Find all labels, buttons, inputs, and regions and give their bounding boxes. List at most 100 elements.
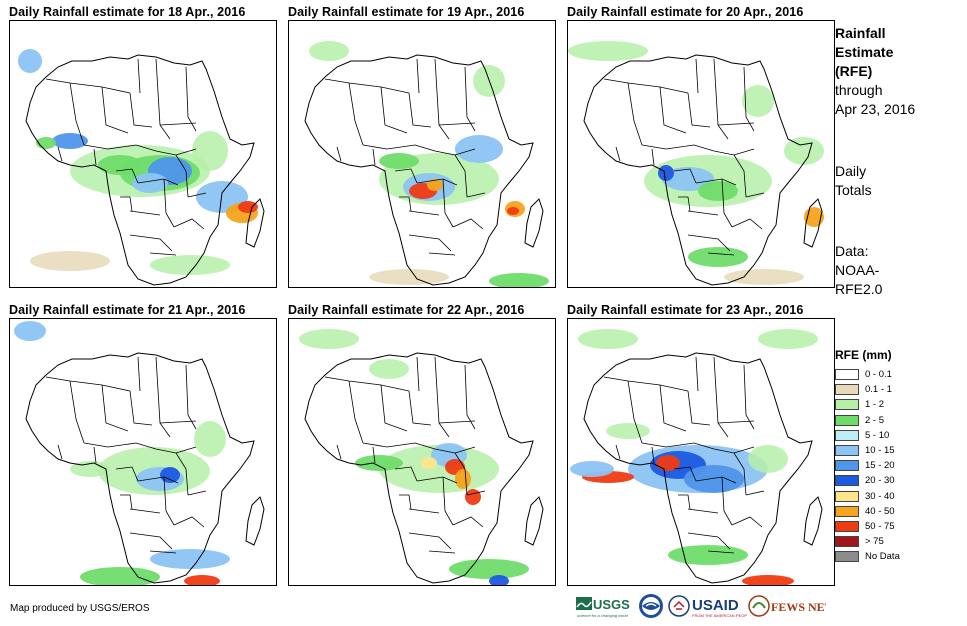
rainfall-area: [449, 559, 529, 579]
legend-swatch: [835, 399, 859, 411]
madagascar-coastline: [245, 198, 265, 248]
through-label: through: [835, 82, 883, 98]
rainfall-area: [52, 133, 88, 149]
map-panel-20apr: Daily Rainfall estimate for 20 Apr., 201…: [567, 5, 835, 288]
credit-text: Map produced by USGS/EROS: [10, 603, 150, 614]
title-line: (RFE): [835, 63, 873, 79]
country-border: [93, 446, 97, 464]
legend-label: 10 - 15: [865, 445, 895, 457]
legend-item: 30 - 40: [835, 489, 900, 504]
rainfall-area: [724, 269, 804, 285]
country-border: [721, 178, 733, 228]
rainfall-area: [299, 329, 359, 349]
country-border: [149, 550, 177, 554]
country-border: [743, 364, 755, 430]
map-panel-23apr: Daily Rainfall estimate for 23 Apr., 201…: [567, 303, 835, 586]
noaa-logo: [639, 594, 663, 618]
rfe-legend: RFE (mm) 0 - 0.1 0.1 - 1 1 - 2 2 - 5 5 - 10 1…: [835, 348, 900, 564]
country-border: [173, 218, 205, 230]
country-border: [687, 234, 731, 252]
legend-item: 5 - 10: [835, 428, 900, 443]
country-border: [362, 144, 476, 156]
rainfall-area: [427, 179, 443, 191]
country-border: [394, 466, 418, 482]
rainfall-area: [379, 153, 419, 169]
country-border: [713, 58, 729, 140]
legend-item: 1 - 2: [835, 397, 900, 412]
country-border: [454, 154, 468, 198]
country-border: [713, 356, 729, 438]
legend-label: 20 - 30: [865, 475, 895, 487]
rainfall-area: [455, 469, 471, 489]
country-border: [399, 196, 412, 212]
panel-title: Daily Rainfall estimate for 23 Apr., 201…: [567, 303, 804, 317]
country-border: [175, 452, 189, 496]
country-border: [615, 444, 621, 460]
rainfall-area: [662, 167, 714, 191]
rainfall-area: [194, 421, 226, 457]
panel-title: Daily Rainfall estimate for 19 Apr., 201…: [288, 5, 525, 19]
rainfall-map: [288, 20, 556, 288]
country-border: [717, 420, 755, 424]
country-border: [408, 234, 452, 252]
country-border: [745, 192, 765, 198]
legend-item: 50 - 75: [835, 519, 900, 534]
country-border: [603, 376, 689, 392]
svg-text:FEWS NET: FEWS NET: [771, 600, 826, 614]
country-border: [466, 490, 486, 496]
panel-title: Daily Rainfall estimate for 20 Apr., 201…: [567, 5, 804, 19]
country-border: [454, 452, 468, 496]
country-border: [678, 494, 691, 510]
country-border: [408, 92, 432, 128]
legend-swatch: [835, 369, 859, 381]
country-border: [187, 192, 207, 198]
country-border: [83, 144, 197, 156]
legend-item: 0.1 - 1: [835, 382, 900, 397]
totals-line: Daily: [835, 163, 867, 179]
usaid-seal: [668, 595, 690, 617]
country-border: [434, 58, 450, 140]
legend-swatch: [835, 429, 859, 441]
country-border: [155, 58, 171, 140]
country-border: [695, 356, 699, 392]
rainfall-area: [455, 135, 503, 163]
legend-label: 5 - 10: [865, 429, 890, 441]
country-border: [380, 86, 408, 134]
usgs-logo: USGS science for a changing world: [576, 597, 630, 618]
country-border: [695, 58, 699, 94]
rainfall-area: [748, 445, 788, 473]
country-border: [129, 234, 173, 252]
country-border: [348, 380, 364, 444]
country-border: [416, 356, 420, 392]
country-border: [733, 154, 747, 198]
panel-title: Daily Rainfall estimate for 18 Apr., 201…: [9, 5, 246, 19]
country-border: [185, 364, 197, 430]
rainfall-map: [288, 318, 556, 586]
country-border: [452, 516, 484, 528]
country-border: [707, 252, 735, 256]
country-border: [69, 82, 85, 146]
map-panel-22apr: Daily Rainfall estimate for 22 Apr., 201…: [288, 303, 556, 586]
country-border: [115, 168, 139, 184]
rainfall-area: [698, 181, 738, 201]
country-border: [651, 148, 655, 166]
country-border: [57, 146, 63, 162]
rainfall-area: [18, 49, 42, 73]
rainfall-area: [150, 255, 230, 275]
legend-item: 10 - 15: [835, 443, 900, 458]
madagascar-coastline: [803, 198, 823, 248]
rainfall-area: [784, 137, 824, 165]
country-border: [137, 356, 141, 392]
country-border: [717, 122, 755, 126]
country-border: [733, 452, 747, 496]
legend-label: 15 - 20: [865, 460, 895, 472]
map-panel-21apr: Daily Rainfall estimate for 21 Apr., 201…: [9, 303, 277, 586]
legend-label: 40 - 50: [865, 505, 895, 517]
svg-text:USAID: USAID: [692, 597, 739, 614]
rainfall-area: [507, 207, 519, 215]
map-panel-19apr: Daily Rainfall estimate for 19 Apr., 201…: [288, 5, 556, 288]
legend-swatch: [835, 536, 859, 548]
svg-text:science for a changing world: science for a changing world: [577, 613, 628, 618]
country-border: [399, 494, 412, 510]
country-border: [416, 58, 420, 94]
